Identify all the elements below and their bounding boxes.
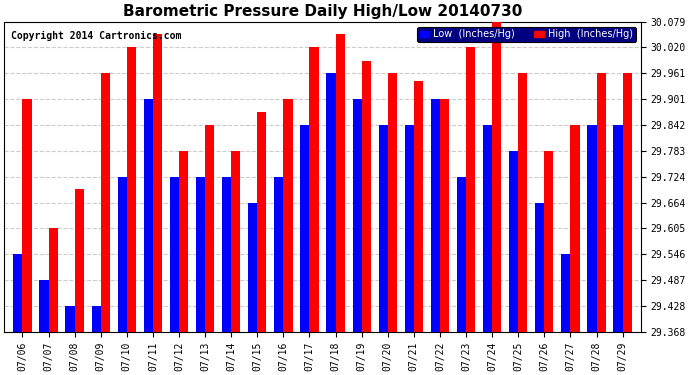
Bar [179,151,188,332]
Bar [414,81,423,332]
Bar [571,125,580,332]
Bar [48,228,58,332]
Bar [144,99,153,332]
Bar [127,48,136,332]
Bar [379,125,388,332]
Text: Copyright 2014 Cartronics.com: Copyright 2014 Cartronics.com [10,31,181,41]
Bar [405,125,414,332]
Bar [561,254,571,332]
Bar [492,22,501,332]
Legend: Low  (Inches/Hg), High  (Inches/Hg): Low (Inches/Hg), High (Inches/Hg) [417,27,636,42]
Bar [92,306,101,332]
Bar [362,60,371,332]
Bar [13,254,23,332]
Bar [248,202,257,332]
Bar [483,125,492,332]
Bar [326,73,335,332]
Bar [101,73,110,332]
Bar [66,306,75,332]
Bar [518,73,527,332]
Bar [544,151,553,332]
Bar [170,177,179,332]
Bar [353,99,362,332]
Bar [440,99,449,332]
Bar [274,177,284,332]
Bar [587,125,596,332]
Bar [509,151,518,332]
Bar [196,177,205,332]
Bar [466,48,475,332]
Bar [622,73,632,332]
Bar [205,125,214,332]
Bar [613,125,622,332]
Bar [257,112,266,332]
Bar [535,202,544,332]
Bar [388,73,397,332]
Bar [118,177,127,332]
Bar [596,73,606,332]
Bar [39,280,48,332]
Bar [231,151,240,332]
Bar [457,177,466,332]
Bar [431,99,440,332]
Bar [310,48,319,332]
Bar [23,99,32,332]
Bar [153,34,162,332]
Title: Barometric Pressure Daily High/Low 20140730: Barometric Pressure Daily High/Low 20140… [123,4,522,19]
Bar [300,125,310,332]
Bar [222,177,231,332]
Bar [75,189,83,332]
Bar [335,34,345,332]
Bar [284,99,293,332]
